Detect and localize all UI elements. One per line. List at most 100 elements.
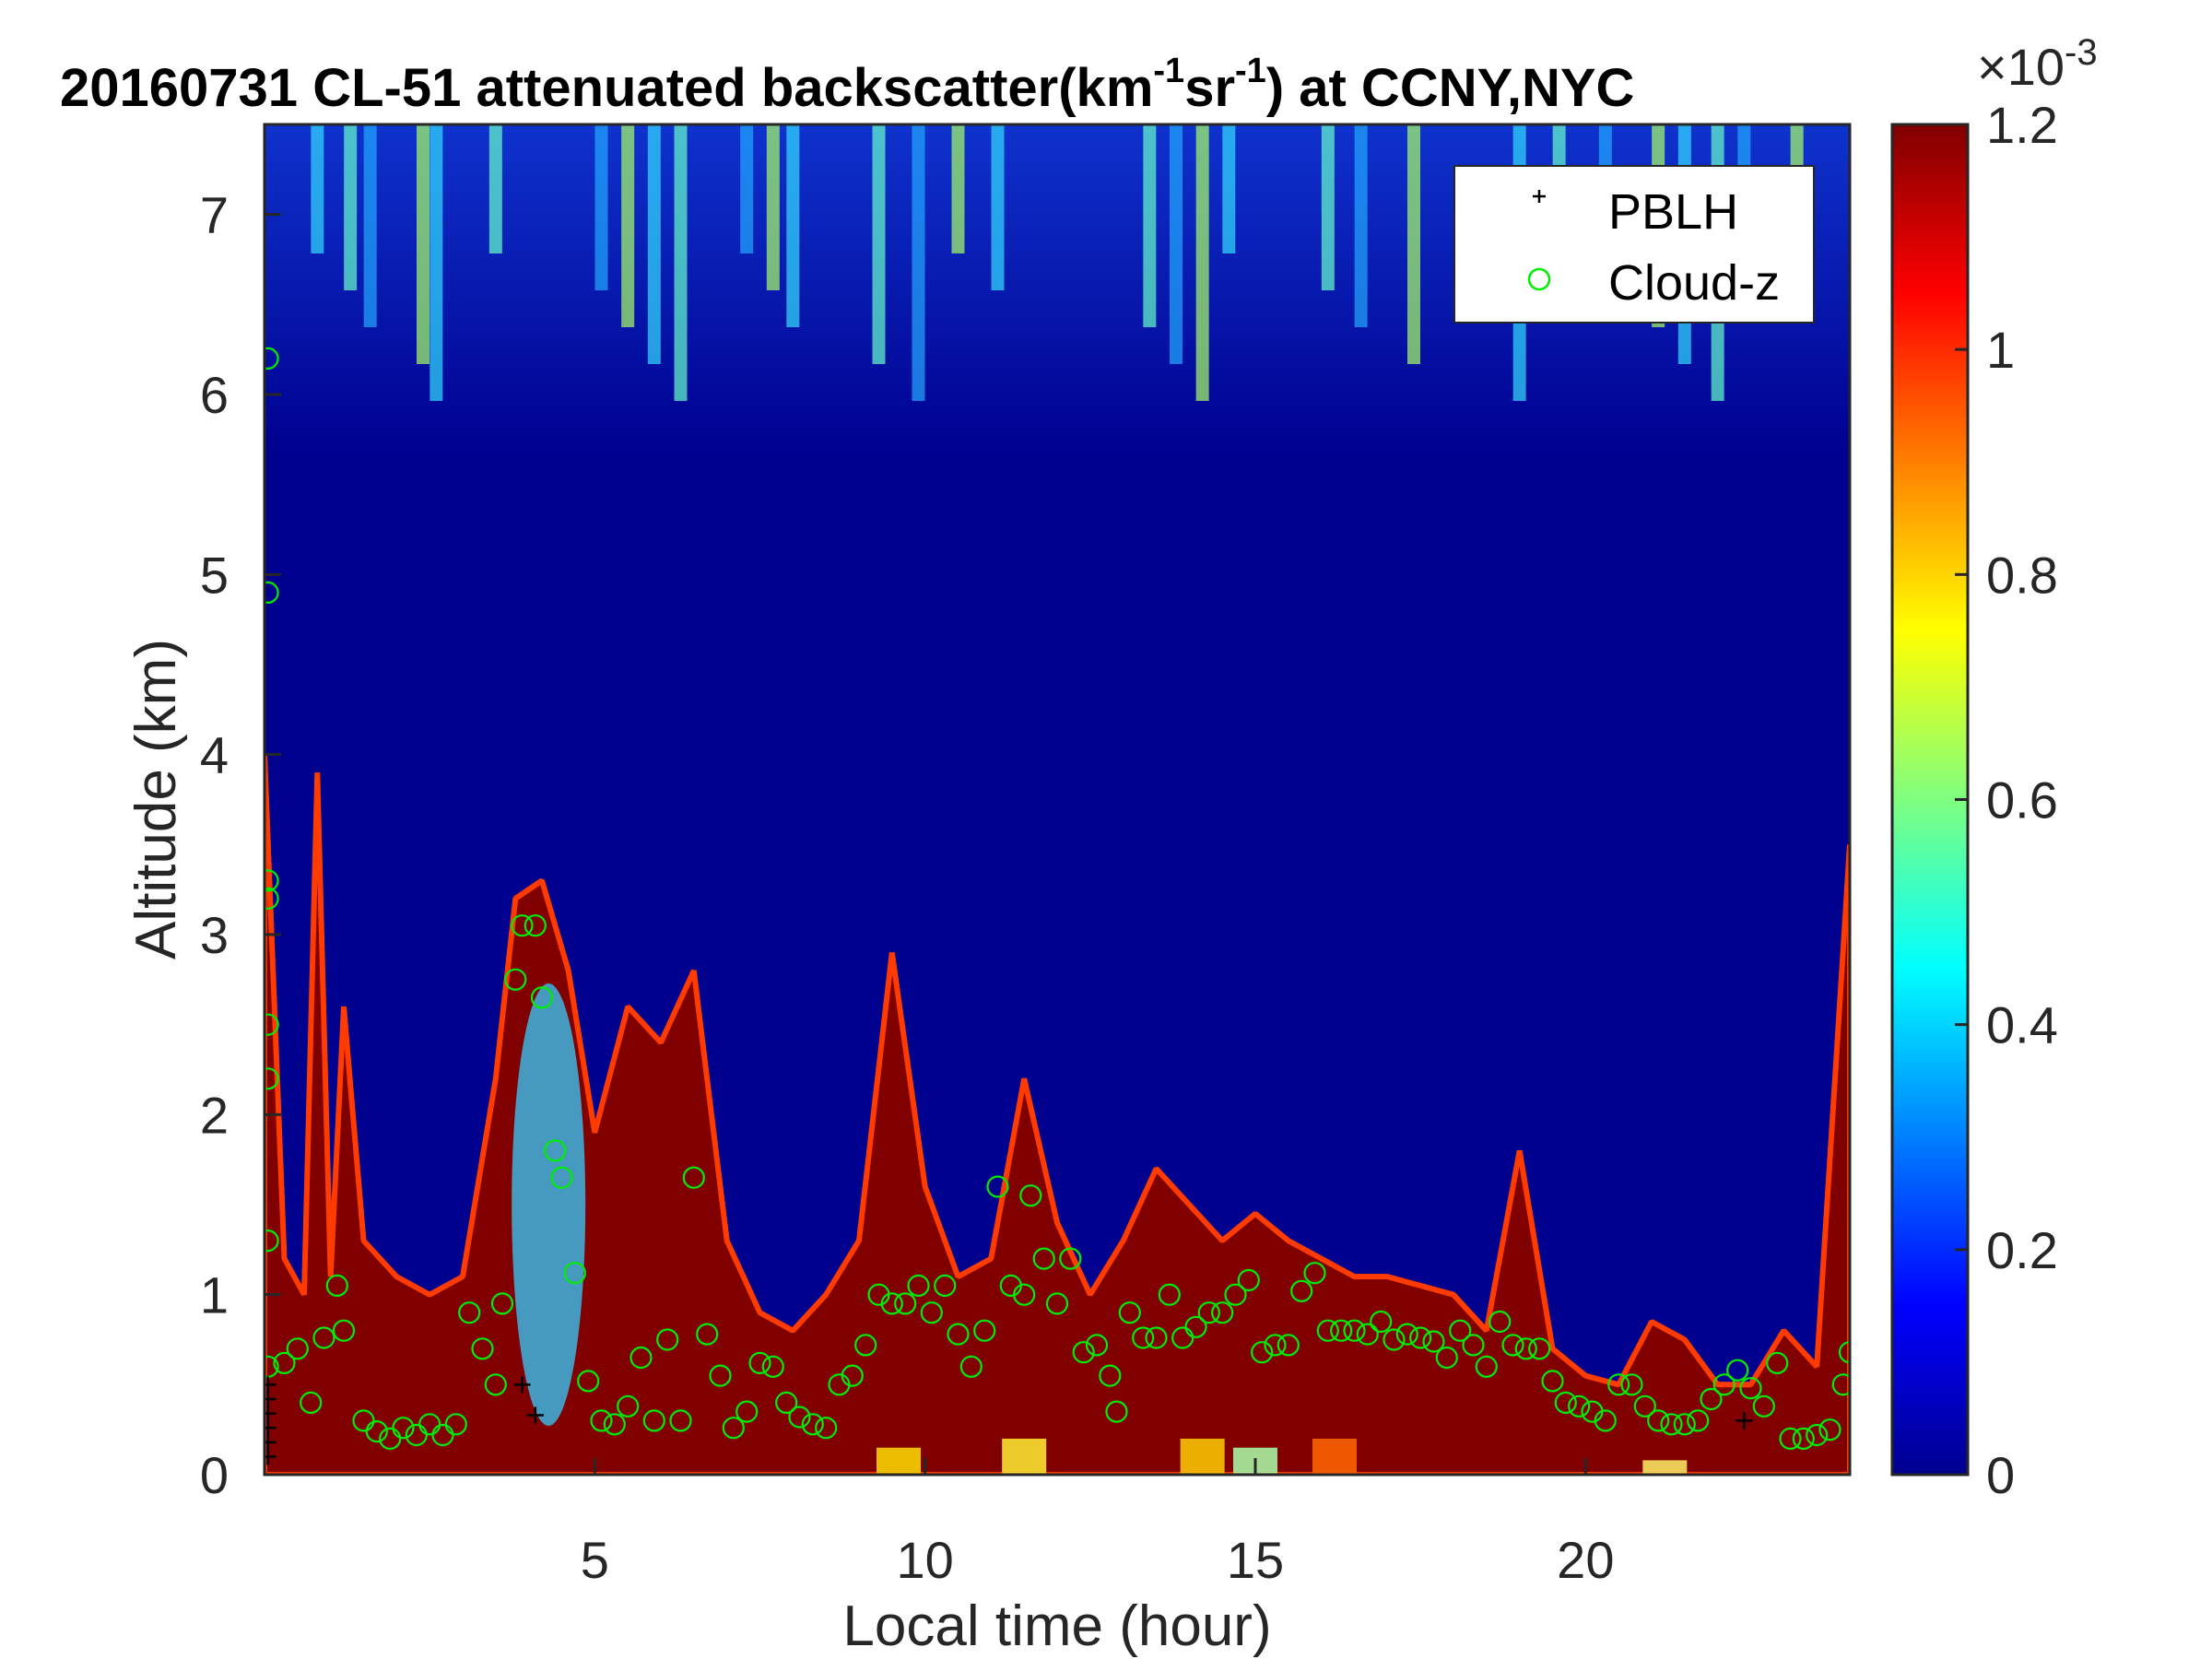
haze-streak	[1222, 124, 1236, 253]
cloud-z-point	[1838, 1341, 1850, 1364]
surface-hotspot	[1642, 1460, 1688, 1475]
cloud-z-point	[1422, 1330, 1445, 1353]
cloud-z-point	[934, 1274, 957, 1298]
cloud-z-point	[1211, 1301, 1234, 1324]
x-axis: 5 10 15 20	[581, 1458, 1614, 1589]
cloud-z-point	[490, 1292, 514, 1315]
haze-streak	[311, 124, 324, 253]
cloud-z-point	[1806, 1423, 1829, 1447]
haze-streak	[1195, 124, 1209, 401]
legend: PBLH Cloud-z	[1453, 165, 1815, 324]
cloud-z-point	[504, 968, 527, 991]
cloud-z-point	[894, 1292, 917, 1315]
cloud-z-point	[788, 1406, 811, 1429]
cloud-z-point	[1594, 1409, 1617, 1432]
cloud-z-point	[286, 1337, 309, 1360]
haze-streak	[363, 124, 377, 327]
y-axis: 0 1 2 3 4 5 6 7	[200, 186, 281, 1504]
haze-streak	[872, 124, 886, 364]
cloud-z-point	[1633, 1394, 1656, 1418]
legend-label-cloud-z: Cloud-z	[1608, 255, 1780, 311]
pblh-point	[265, 1405, 276, 1422]
cloud-z-point	[1752, 1394, 1775, 1418]
cloud-z-point	[458, 1301, 481, 1324]
colorbar-tick-label: 0.6	[1986, 771, 2058, 830]
cloud-z-point	[1712, 1373, 1735, 1396]
pblh-point	[265, 1376, 276, 1394]
haze-streak	[647, 124, 661, 364]
cloud-z-point	[1475, 1355, 1498, 1378]
cloud-z-point	[265, 1013, 279, 1036]
cloud-z-point	[1316, 1319, 1339, 1342]
cloud-z-point	[880, 1292, 903, 1315]
cloud-z-point	[854, 1334, 877, 1357]
cloud-z-point	[300, 1391, 323, 1415]
cloud-z-point	[1085, 1334, 1109, 1357]
cloud-z-point	[418, 1413, 441, 1436]
cloud-z-point	[815, 1417, 838, 1440]
surface-hotspot	[877, 1447, 921, 1475]
haze-streak	[951, 124, 965, 253]
cloud-z-point	[947, 1323, 970, 1346]
colorbar-tick-label: 0.2	[1986, 1221, 2058, 1279]
cloud-z-point	[1687, 1409, 1710, 1432]
cloud-z-point	[1568, 1394, 1591, 1418]
cloud-z-point	[1343, 1319, 1366, 1342]
pblh-point	[1735, 1412, 1753, 1430]
cloud-z-point	[1700, 1387, 1723, 1411]
cloud-z-point	[265, 347, 279, 370]
cloud-z-point	[1045, 1292, 1069, 1315]
cloud-z-point	[603, 1413, 626, 1436]
cloud-z-point	[1264, 1334, 1287, 1357]
cloud-z-point	[1059, 1247, 1082, 1270]
cloud-z-point	[1607, 1373, 1630, 1396]
cloud-z-point	[511, 914, 534, 937]
cloud-z-point	[1072, 1341, 1095, 1364]
cloud-z-point	[1197, 1301, 1220, 1324]
haze-streak	[1354, 124, 1368, 327]
cloud-z-point	[365, 1419, 388, 1443]
circle-marker-icon	[1527, 267, 1551, 291]
pblh-point	[513, 1376, 531, 1394]
cloud-z-point	[405, 1423, 428, 1447]
colorbar-tick-label: 0.8	[1986, 546, 2058, 604]
cloud-z-point	[1647, 1409, 1670, 1432]
cloud-z-point	[325, 1274, 348, 1298]
cloud-z-point	[1462, 1334, 1485, 1357]
haze-streak	[786, 124, 800, 327]
pblh-point	[526, 1406, 544, 1424]
cloud-z-point	[1528, 1337, 1551, 1360]
colorbar-tick-label: 0	[1986, 1446, 2015, 1504]
cloud-z-point	[1514, 1337, 1537, 1360]
cloud-z-point	[1779, 1427, 1802, 1451]
cloud-z-point	[471, 1337, 494, 1360]
cloud-z-point	[696, 1323, 719, 1346]
haze-streak	[740, 124, 754, 253]
pblh-markers	[265, 1376, 1753, 1465]
plot-frame	[263, 123, 1852, 1477]
cloud-z-point	[1382, 1328, 1406, 1351]
haze-streak	[429, 124, 443, 401]
y-axis-label: Altitude (km)	[124, 639, 188, 959]
cloud-z-point	[544, 1139, 567, 1162]
cloud-z-point	[1766, 1351, 1789, 1375]
cloud-z-point	[1237, 1268, 1260, 1292]
y-tick-label: 1	[200, 1266, 229, 1324]
cloud-z-point	[1739, 1377, 1762, 1400]
cloud-z-point	[1330, 1319, 1353, 1342]
plus-marker-icon	[1533, 190, 1546, 203]
cloud-z-point	[986, 1175, 1009, 1198]
cloud-z-point	[1370, 1310, 1393, 1334]
cloud-z-point	[642, 1409, 665, 1432]
plot-area	[265, 124, 1850, 1475]
cloud-z-point	[735, 1400, 759, 1423]
cloud-z-point	[1171, 1326, 1194, 1349]
haze-streak	[1170, 124, 1182, 364]
cloud-z-point	[273, 1351, 296, 1375]
colorbar-tick-label: 1	[1986, 321, 2015, 379]
cloud-z-point	[1303, 1262, 1326, 1285]
pblh-point	[265, 1419, 276, 1437]
haze-streak	[488, 124, 502, 253]
cloud-z-point	[617, 1394, 640, 1418]
y-tick-label: 7	[200, 186, 229, 244]
